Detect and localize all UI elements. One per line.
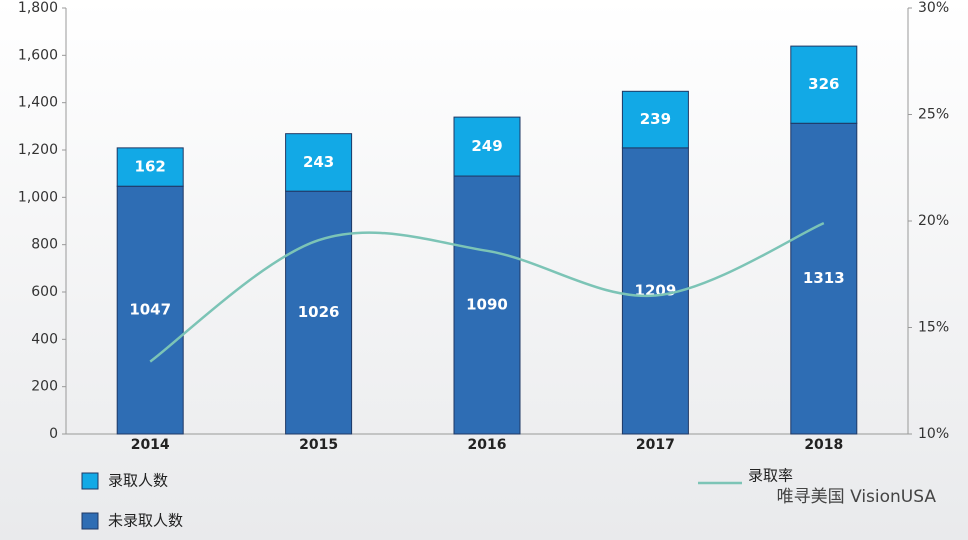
value-label: 239 [640, 110, 671, 128]
y2-tick-label: 20% [918, 213, 949, 229]
y-tick-label: 1,000 [18, 189, 58, 205]
bar [116, 185, 184, 435]
bar [285, 190, 353, 435]
x-tick-label: 2014 [131, 437, 170, 453]
x-tick-label: 2018 [804, 437, 843, 453]
bar [453, 175, 521, 435]
value-label: 1047 [129, 301, 171, 319]
x-tick-label: 2015 [299, 437, 338, 453]
x-tick-label: 2016 [468, 437, 507, 453]
value-label: 1026 [298, 303, 340, 321]
line [149, 221, 825, 363]
value-label: 326 [808, 75, 839, 93]
bar [790, 122, 858, 435]
y2-tick-label: 10% [918, 426, 949, 442]
legend-swatch [81, 512, 99, 530]
legend-label: 未录取人数 [108, 512, 183, 530]
y-tick-label: 400 [31, 331, 58, 347]
y-tick-label: 1,800 [18, 0, 58, 16]
y-tick-label: 200 [31, 379, 58, 395]
x-tick-label: 2017 [636, 437, 675, 453]
legend-label: 录取率 [748, 467, 793, 485]
value-label: 1313 [803, 269, 845, 287]
footer: 唯寻美国 VisionUSA [777, 487, 937, 507]
y-tick-label: 600 [31, 284, 58, 300]
bar [621, 90, 689, 149]
y-tick-label: 1,200 [18, 142, 58, 158]
y-tick-label: 0 [49, 426, 58, 442]
y-tick-label: 1,600 [18, 47, 58, 63]
bar [453, 116, 521, 177]
y2-tick-label: 15% [918, 320, 949, 336]
y-tick-label: 800 [31, 237, 58, 253]
value-label: 249 [471, 137, 502, 155]
legend-label: 录取人数 [108, 472, 168, 490]
bar [285, 133, 353, 192]
y2-tick-label: 30% [918, 0, 949, 16]
y-tick-label: 1,400 [18, 95, 58, 111]
value-label: 243 [303, 153, 334, 171]
value-label: 1090 [466, 296, 508, 314]
value-label: 162 [135, 158, 166, 176]
y2-tick-label: 25% [918, 107, 949, 123]
legend-swatch [81, 472, 99, 490]
bar [790, 45, 858, 124]
bar [116, 147, 184, 187]
